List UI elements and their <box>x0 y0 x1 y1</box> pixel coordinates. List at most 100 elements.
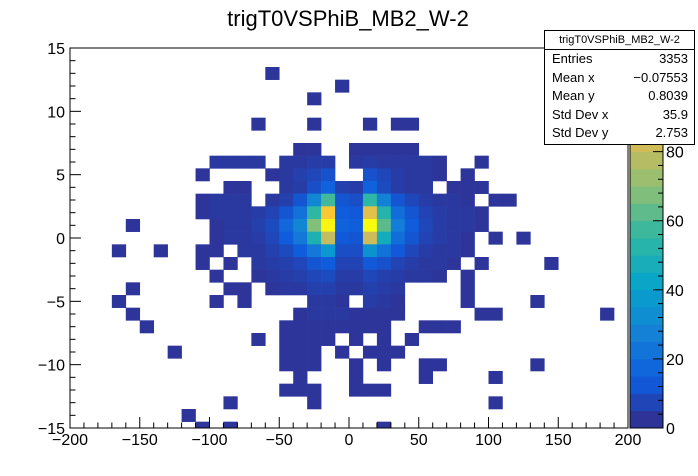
heatmap-cell <box>404 333 420 346</box>
stats-title: trigT0VSPhiB_MB2_W-2 <box>545 31 694 50</box>
heatmap-cell <box>279 333 294 346</box>
heatmap-cell <box>307 92 322 106</box>
heatmap-cell <box>404 219 420 232</box>
heatmap-cell <box>404 155 420 169</box>
color-scale-band <box>630 341 663 360</box>
heatmap-cell <box>349 244 364 258</box>
stats-value: 0.8039 <box>648 88 688 104</box>
heatmap-cell <box>251 244 266 258</box>
heatmap-cell <box>502 193 517 207</box>
heatmap-cell <box>307 143 322 156</box>
heatmap-cell <box>446 257 461 270</box>
heatmap-cell <box>335 282 350 296</box>
heatmap-cell <box>251 333 266 346</box>
heatmap-cell <box>307 383 322 397</box>
z-tick-label: 0 <box>666 421 675 438</box>
heatmap-cell <box>335 295 350 308</box>
heatmap-cell <box>418 155 433 169</box>
heatmap-cell <box>321 155 336 169</box>
heatmap-cell <box>307 244 322 258</box>
heatmap-cell <box>349 155 364 169</box>
z-tick-label: 80 <box>666 145 684 162</box>
heatmap-cell <box>390 193 406 207</box>
heatmap-cell <box>390 143 406 156</box>
heatmap-cell <box>376 143 392 156</box>
stats-row-entries: Entries 3353 <box>545 50 694 69</box>
heatmap-cell <box>237 181 252 194</box>
heatmap-cell <box>390 295 406 308</box>
heatmap-cell <box>390 257 406 270</box>
heatmap-cell <box>335 320 350 334</box>
heatmap-cell <box>362 143 378 156</box>
heatmap-cell <box>265 219 280 232</box>
heatmap-cell <box>446 219 461 232</box>
heatmap-cell <box>349 143 364 156</box>
heatmap-cell <box>209 244 224 258</box>
heatmap-cell <box>390 219 406 232</box>
heatmap-cell <box>251 231 266 245</box>
heatmap-cell <box>293 282 308 296</box>
heatmap-cell <box>307 282 322 296</box>
heatmap-cell <box>460 206 475 220</box>
heatmap-cell <box>321 206 336 220</box>
heatmap-cell <box>474 155 489 169</box>
heatmap-cell <box>223 219 238 232</box>
heatmap-cell <box>321 193 336 207</box>
stats-value: 3353 <box>659 51 688 66</box>
heatmap-cell <box>335 345 350 359</box>
heatmap-cell <box>321 257 336 270</box>
heatmap-cell <box>362 193 378 207</box>
stats-row-std-dev-x: Std Dev x 35.9 <box>545 106 694 125</box>
heatmap-cell <box>376 193 392 207</box>
x-tick-label: 150 <box>545 432 572 449</box>
heatmap-cell <box>404 143 420 156</box>
heatmap-cell <box>265 269 280 283</box>
heatmap-cell <box>349 333 364 346</box>
heatmap-cell <box>279 206 294 220</box>
stats-label: Mean x <box>552 69 595 85</box>
heatmap-cell <box>349 193 364 207</box>
heatmap-cell <box>474 219 489 232</box>
heatmap-cell <box>237 219 252 232</box>
heatmap-cell <box>362 219 378 232</box>
heatmap-cell <box>223 181 238 194</box>
heatmap-cell <box>335 79 350 93</box>
heatmap-cell <box>223 231 238 245</box>
heatmap-cell <box>321 181 336 194</box>
heatmap-cell <box>488 307 503 321</box>
heatmap-cell <box>349 320 364 334</box>
heatmap-cell <box>307 269 322 283</box>
heatmap-cell <box>349 269 364 283</box>
z-tick-label: 40 <box>666 283 684 300</box>
heatmap-cell <box>307 257 322 270</box>
heatmap-cell <box>390 117 406 131</box>
stats-value: 2.753 <box>655 125 688 141</box>
heatmap-cell <box>404 257 420 270</box>
heatmap-cell <box>376 333 392 346</box>
heatmap-cell <box>293 181 308 194</box>
heatmap-cell <box>223 155 238 169</box>
heatmap-cell <box>460 181 475 194</box>
heatmap-cell <box>349 282 364 296</box>
heatmap-cell <box>293 345 308 359</box>
heatmap-cell <box>321 168 336 182</box>
heatmap-cell <box>307 206 322 220</box>
heatmap-cell <box>474 206 489 220</box>
heatmap-cell <box>125 282 141 296</box>
heatmap-cell <box>362 181 378 194</box>
heatmap-cell <box>251 219 266 232</box>
color-scale-band <box>630 220 663 239</box>
heatmap-cell <box>488 231 503 245</box>
heatmap-cell <box>376 421 392 429</box>
heatmap-cell <box>237 155 252 169</box>
heatmap-cell <box>376 206 392 220</box>
heatmap-cell <box>251 269 266 283</box>
heatmap-cell <box>293 231 308 245</box>
heatmap-cell <box>237 282 252 296</box>
heatmap-cell <box>251 257 266 270</box>
heatmap-cell <box>279 257 294 270</box>
heatmap-cell <box>404 206 420 220</box>
heatmap-cell <box>349 257 364 270</box>
z-tick-label: 60 <box>666 214 684 231</box>
heatmap-cell <box>418 206 433 220</box>
